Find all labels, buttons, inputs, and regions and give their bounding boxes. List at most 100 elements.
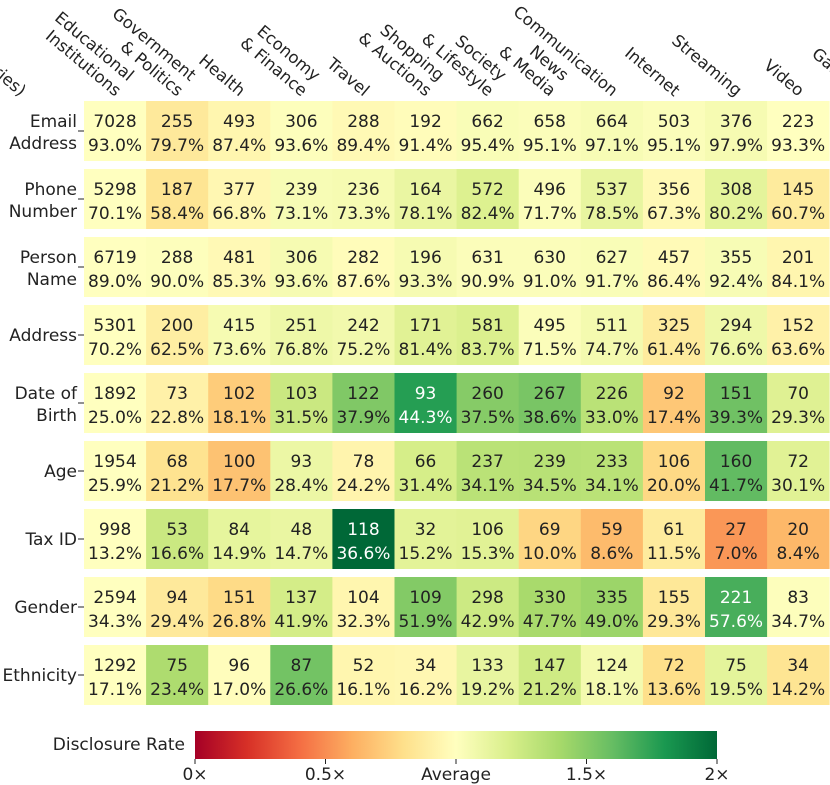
row-label: Name (27, 270, 77, 290)
cell-count: 84 (228, 520, 250, 540)
cell-rate: 19.5% (709, 680, 763, 700)
cell-count: 196 (409, 248, 441, 268)
cell-count: 103 (285, 384, 317, 404)
heatmap-cell (767, 169, 830, 229)
heatmap-cell (84, 237, 147, 297)
heatmap-cell (580, 169, 644, 229)
row-label: Address (9, 326, 77, 346)
column-label: Gaming (808, 44, 830, 100)
cell-count: 72 (787, 452, 809, 472)
cell-rate: 8.6% (590, 544, 633, 564)
heatmap-cell (146, 645, 209, 705)
cell-count: 288 (161, 248, 193, 268)
heatmap-cell (767, 577, 830, 637)
cell-count: 160 (720, 452, 752, 472)
cell-count: 155 (658, 588, 690, 608)
cell-count: 100 (223, 452, 255, 472)
cell-count: 239 (534, 452, 566, 472)
column-label: (All Categories) (0, 4, 30, 101)
cell-count: 298 (471, 588, 503, 608)
heatmap-cell (642, 237, 706, 297)
cell-rate: 19.2% (461, 680, 515, 700)
cell-rate: 29.3% (647, 612, 701, 632)
cell-rate: 83.7% (461, 340, 515, 360)
cell-rate: 58.4% (150, 204, 204, 224)
heatmap-cell (146, 101, 209, 161)
row-label: Address (9, 134, 77, 154)
cell-count: 109 (409, 588, 441, 608)
cell-count: 481 (223, 248, 255, 268)
column-label-line: Video (760, 56, 808, 100)
colorbar-title: Disclosure Rate (53, 735, 185, 755)
heatmap-cell (394, 101, 457, 161)
heatmap-cell (208, 577, 271, 637)
cell-count: 355 (720, 248, 752, 268)
cell-rate: 89.4% (336, 136, 390, 156)
cell-count: 260 (471, 384, 503, 404)
colorbar-tick-label: 0.5× (305, 765, 346, 785)
cell-rate: 85.3% (212, 272, 266, 292)
cell-rate: 44.3% (399, 408, 453, 428)
cell-count: 5298 (93, 180, 136, 200)
cell-count: 511 (596, 316, 628, 336)
heatmap-cell (767, 645, 830, 705)
heatmap-cell (456, 305, 520, 365)
cell-rate: 17.7% (212, 476, 266, 496)
cell-count: 226 (596, 384, 628, 404)
heatmap-cell (394, 645, 457, 705)
cell-count: 124 (596, 656, 628, 676)
cell-count: 221 (720, 588, 752, 608)
cell-rate: 93.3% (399, 272, 453, 292)
heatmap-cell (518, 237, 582, 297)
heatmap-cell (394, 577, 457, 637)
cell-count: 104 (347, 588, 379, 608)
colorbar: Disclosure Rate 0× 0.5× Average 1.5× 2× (53, 731, 730, 785)
cell-rate: 47.7% (523, 612, 577, 632)
cell-rate: 33.0% (585, 408, 639, 428)
cell-rate: 95.1% (647, 136, 701, 156)
heatmap-cell (332, 169, 395, 229)
colorbar-tick-label: 0× (182, 765, 207, 785)
heatmap-cell (270, 237, 333, 297)
heatmap-cell (146, 577, 209, 637)
cell-rate: 21.2% (150, 476, 204, 496)
cell-rate: 28.4% (274, 476, 328, 496)
heatmap-cell (705, 169, 768, 229)
heatmap-cell (84, 441, 147, 501)
cell-count: 7028 (93, 112, 136, 132)
cell-rate: 22.8% (150, 408, 204, 428)
column-labels: (All Categories)EducationalInstitutionsG… (0, 2, 830, 100)
heatmap-cell (270, 577, 333, 637)
cell-rate: 63.6% (771, 340, 825, 360)
cell-count: 68 (166, 452, 188, 472)
cell-count: 251 (285, 316, 317, 336)
cell-count: 61 (663, 520, 685, 540)
cell-rate: 90.0% (150, 272, 204, 292)
column-label-line: Internet (621, 43, 684, 100)
heatmap-cell (84, 305, 147, 365)
cell-rate: 38.6% (523, 408, 577, 428)
cell-count: 34 (415, 656, 437, 676)
heatmap-cell (705, 237, 768, 297)
cell-rate: 87.6% (336, 272, 390, 292)
cell-count: 572 (471, 180, 503, 200)
cell-count: 20 (787, 520, 809, 540)
cell-rate: 76.8% (274, 340, 328, 360)
cell-rate: 93.6% (274, 136, 328, 156)
heatmap-cell (394, 237, 457, 297)
cell-rate: 86.4% (647, 272, 701, 292)
cell-rate: 84.1% (771, 272, 825, 292)
heatmap-cell (146, 373, 209, 433)
cell-rate: 93.0% (88, 136, 142, 156)
heatmap-cell (518, 305, 582, 365)
cell-count: 92 (663, 384, 685, 404)
cell-rate: 17.0% (212, 680, 266, 700)
row-label: Birth (36, 406, 77, 426)
cell-count: 662 (471, 112, 503, 132)
cell-count: 503 (658, 112, 690, 132)
heatmap-cell (332, 577, 395, 637)
heatmap-cell (642, 441, 706, 501)
heatmap-cell (270, 101, 333, 161)
cell-count: 325 (658, 316, 690, 336)
